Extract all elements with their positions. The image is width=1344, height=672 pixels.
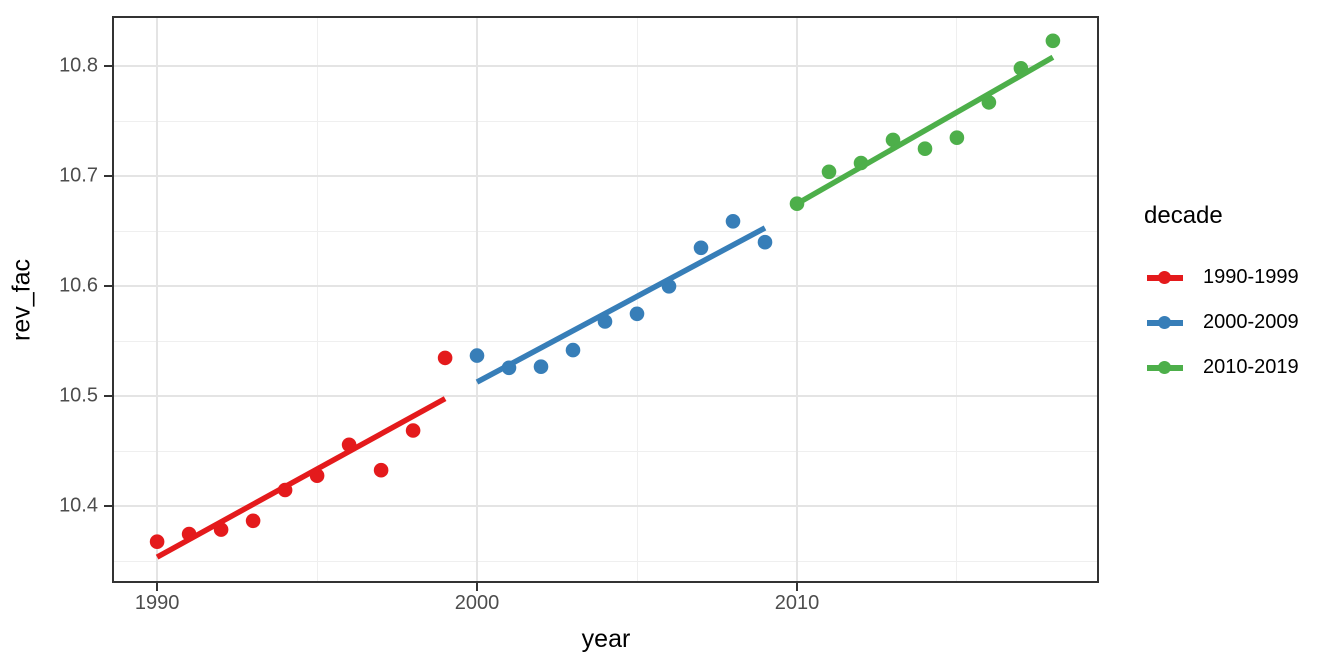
y-tick-label: 10.8 xyxy=(59,54,98,77)
x-tick-label: 2000 xyxy=(454,592,500,614)
gridline-minor xyxy=(112,230,1099,232)
data-point xyxy=(245,513,261,529)
legend-key-dot xyxy=(1158,361,1171,374)
data-point xyxy=(917,141,933,156)
trend-line xyxy=(475,225,767,385)
gridline-major xyxy=(112,505,1099,508)
data-point xyxy=(405,423,421,438)
legend-title: decade xyxy=(1144,202,1223,229)
trend-line xyxy=(795,54,1055,207)
legend-entry-label: 2000-2009 xyxy=(1203,311,1299,333)
data-point xyxy=(565,342,581,358)
y-tick-mark xyxy=(104,505,112,508)
gridline-major xyxy=(112,395,1099,398)
legend-entry-label: 1990-1999 xyxy=(1203,266,1299,288)
plot-canvas xyxy=(149,33,1061,560)
y-tick-label: 10.5 xyxy=(59,384,98,407)
data-point xyxy=(821,164,837,180)
data-point xyxy=(693,240,709,256)
legend-key-icon xyxy=(1147,315,1183,331)
gridline-major xyxy=(112,285,1099,288)
legend-key-dot xyxy=(1158,271,1171,284)
data-point xyxy=(629,306,645,322)
data-point xyxy=(149,534,165,549)
y-tick-label: 10.7 xyxy=(59,164,98,187)
y-tick-label: 10.4 xyxy=(59,494,98,517)
legend-key-dot xyxy=(1158,316,1171,329)
gridline-major xyxy=(476,16,479,583)
gridline-minor xyxy=(112,450,1099,452)
y-tick-mark xyxy=(104,285,112,288)
x-tick-label: 1990 xyxy=(134,592,180,614)
data-point xyxy=(1045,33,1061,49)
legend-entry: 1990-1999 xyxy=(1144,255,1299,300)
gridline-minor xyxy=(956,16,958,583)
gridline-major xyxy=(156,16,159,583)
trend-line xyxy=(155,396,447,560)
data-point xyxy=(949,130,965,145)
x-tick-label: 2010 xyxy=(774,592,820,614)
gridline-minor xyxy=(112,561,1099,563)
y-tick-mark xyxy=(104,395,112,398)
y-tick-mark xyxy=(104,175,112,178)
gridline-minor xyxy=(316,16,318,583)
legend-entry-label: 2010-2019 xyxy=(1203,356,1299,378)
legend-key-icon xyxy=(1147,270,1183,286)
y-axis-title: rev_fac xyxy=(7,259,36,341)
legend-entry: 2000-2009 xyxy=(1144,300,1299,345)
data-point xyxy=(725,214,741,229)
gridline-major xyxy=(112,65,1099,68)
legend-key-icon xyxy=(1147,360,1183,376)
legend: decade 1990-1999 2000-2009 2010-2019 xyxy=(1144,202,1299,390)
y-tick-mark xyxy=(104,65,112,68)
gridline-major xyxy=(112,175,1099,178)
legend-entries: 1990-1999 2000-2009 2010-2019 xyxy=(1144,255,1299,390)
data-point xyxy=(373,462,389,478)
data-point xyxy=(533,359,549,375)
data-point xyxy=(757,234,773,250)
x-tick-mark xyxy=(795,583,798,591)
y-tick-label: 10.6 xyxy=(59,274,98,297)
data-point xyxy=(469,348,485,363)
x-tick-mark xyxy=(156,583,159,591)
x-tick-mark xyxy=(476,583,479,591)
gridline-major xyxy=(795,16,798,583)
x-axis-title: year xyxy=(581,625,631,653)
legend-entry: 2010-2019 xyxy=(1144,345,1299,390)
plot-panel xyxy=(112,16,1099,583)
gridline-minor xyxy=(112,340,1099,342)
gridline-minor xyxy=(112,120,1099,122)
data-point xyxy=(437,350,453,366)
